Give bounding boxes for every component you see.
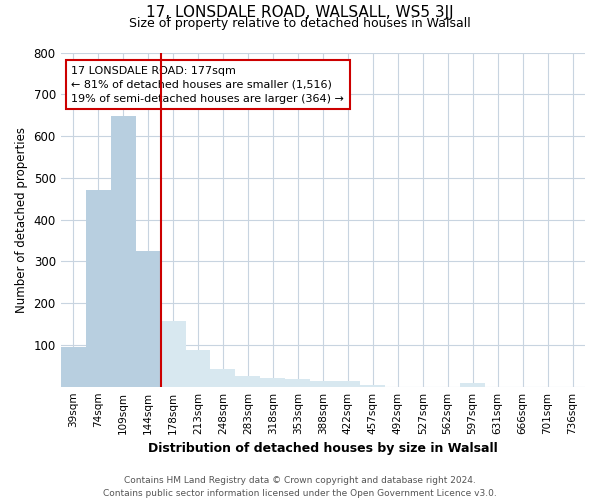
Bar (136, 251, 161, 386)
Bar (110, 116, 136, 386)
Bar (235, 376, 260, 386)
Bar (260, 378, 286, 386)
Bar (185, 350, 211, 387)
Bar (86, 190, 110, 386)
Text: 17, LONSDALE ROAD, WALSALL, WS5 3JJ: 17, LONSDALE ROAD, WALSALL, WS5 3JJ (146, 5, 454, 20)
Bar (286, 379, 310, 386)
X-axis label: Distribution of detached houses by size in Walsall: Distribution of detached houses by size … (148, 442, 498, 455)
Text: 17 LONSDALE ROAD: 177sqm
← 81% of detached houses are smaller (1,516)
19% of sem: 17 LONSDALE ROAD: 177sqm ← 81% of detach… (71, 66, 344, 104)
Bar (161, 320, 185, 386)
Bar (310, 381, 335, 386)
Y-axis label: Number of detached properties: Number of detached properties (15, 126, 28, 312)
Bar (460, 384, 485, 386)
Bar (61, 347, 86, 387)
Bar (360, 384, 385, 386)
Bar (211, 369, 235, 386)
Text: Contains HM Land Registry data © Crown copyright and database right 2024.
Contai: Contains HM Land Registry data © Crown c… (103, 476, 497, 498)
Bar (335, 382, 360, 386)
Text: Size of property relative to detached houses in Walsall: Size of property relative to detached ho… (129, 18, 471, 30)
